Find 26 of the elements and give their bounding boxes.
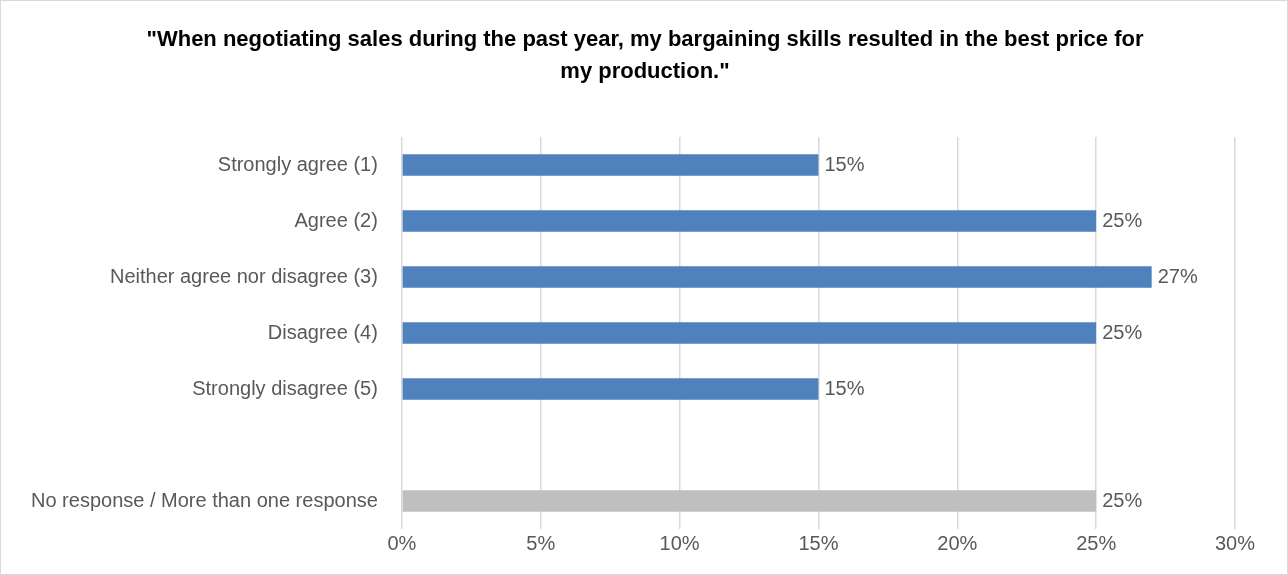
- data-label: 25%: [1102, 488, 1143, 511]
- bar: [402, 322, 1097, 344]
- x-tick-label: 25%: [1076, 531, 1117, 554]
- bar: [402, 154, 819, 176]
- x-tick-label: 30%: [1214, 531, 1256, 554]
- y-tick-label: Disagree (4): [267, 320, 378, 343]
- bar: [402, 266, 1152, 288]
- x-tick-label: 20%: [937, 531, 978, 554]
- x-tick-label: 10%: [659, 531, 700, 554]
- y-tick-label: Strongly agree (1): [217, 152, 378, 175]
- data-label: 15%: [824, 152, 865, 175]
- x-tick-label: 5%: [526, 531, 556, 554]
- bar: [402, 378, 819, 400]
- data-label: 15%: [824, 376, 865, 399]
- data-label: 25%: [1102, 208, 1143, 231]
- y-tick-label: No response / More than one response: [31, 488, 378, 511]
- y-tick-label: Neither agree nor disagree (3): [109, 264, 378, 287]
- chart-title: "When negotiating sales during the past year, my bargaining skills resulted in the best price for my production.": [145, 25, 1145, 85]
- data-label: 25%: [1102, 320, 1143, 343]
- bar: [402, 210, 1097, 232]
- y-tick-label: Strongly disagree (5): [192, 376, 378, 399]
- x-tick-label: 0%: [387, 531, 417, 554]
- data-label: 27%: [1157, 264, 1198, 287]
- x-tick-label: 15%: [798, 531, 839, 554]
- bar: [402, 490, 1097, 512]
- y-tick-label: Agree (2): [294, 208, 378, 231]
